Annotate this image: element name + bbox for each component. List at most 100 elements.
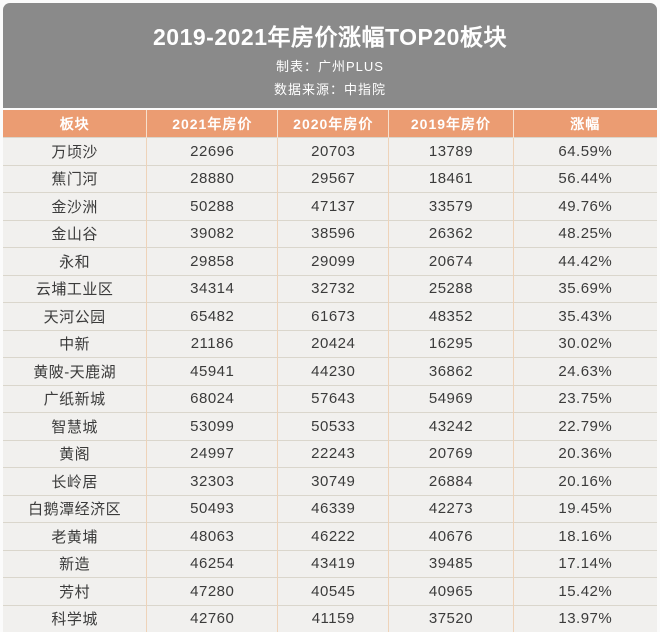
price-2019-cell: 26362 bbox=[388, 219, 514, 248]
price-2020-cell: 41159 bbox=[277, 604, 389, 632]
price-2021-cell: 45941 bbox=[146, 357, 278, 385]
gain-cell: 64.59% bbox=[512, 137, 657, 165]
gain-cell: 48.25% bbox=[512, 219, 657, 248]
infographic-page: 2019-2021年房价涨幅TOP20板块 制表：广州PLUS 数据来源：中指院… bbox=[3, 0, 657, 632]
price-2020-cell: 50533 bbox=[277, 412, 389, 440]
gain-cell: 44.42% bbox=[512, 247, 657, 275]
price-2019-cell: 13789 bbox=[388, 137, 514, 165]
price-2021-cell: 48063 bbox=[146, 522, 278, 550]
column-header-2019-price: 2019年房价 bbox=[388, 110, 514, 138]
gain-cell: 56.44% bbox=[512, 164, 657, 193]
credit-line: 制表：广州PLUS bbox=[276, 59, 384, 74]
price-2021-cell: 21186 bbox=[146, 329, 278, 358]
price-2020-cell: 32732 bbox=[277, 274, 389, 303]
gain-cell: 49.76% bbox=[512, 192, 657, 220]
price-table: 板块 2021年房价 2020年房价 2019年房价 涨幅 万顷沙 22696 20703 1… bbox=[3, 110, 657, 632]
price-2021-cell: 65482 bbox=[146, 302, 278, 330]
gain-cell: 23.75% bbox=[512, 384, 657, 413]
price-2021-cell: 32303 bbox=[146, 467, 278, 495]
price-2021-cell: 50493 bbox=[146, 494, 278, 523]
price-2020-cell: 29099 bbox=[277, 247, 389, 275]
price-2020-cell: 46339 bbox=[277, 494, 389, 523]
price-2021-cell: 53099 bbox=[146, 412, 278, 440]
price-2020-cell: 22243 bbox=[277, 439, 389, 468]
gain-cell: 19.45% bbox=[512, 494, 657, 523]
price-2019-cell: 20674 bbox=[388, 247, 514, 275]
price-2019-cell: 43242 bbox=[388, 412, 514, 440]
plate-cell: 长岭居 bbox=[3, 467, 147, 495]
table-row: 金山谷 39082 38596 26362 48.25% bbox=[3, 219, 657, 248]
table-row: 天河公园 65482 61673 48352 35.43% bbox=[3, 302, 657, 330]
price-2019-cell: 54969 bbox=[388, 384, 514, 413]
plate-cell: 蕉门河 bbox=[3, 164, 147, 193]
price-2021-cell: 39082 bbox=[146, 219, 278, 248]
price-2021-cell: 24997 bbox=[146, 439, 278, 468]
plate-cell: 老黄埔 bbox=[3, 522, 147, 550]
price-2020-cell: 43419 bbox=[277, 549, 389, 578]
page-title: 2019-2021年房价涨幅TOP20板块 bbox=[153, 24, 507, 50]
table-row: 永和 29858 29099 20674 44.42% bbox=[3, 247, 657, 275]
gain-cell: 35.69% bbox=[512, 274, 657, 303]
price-2020-cell: 44230 bbox=[277, 357, 389, 385]
table-body: 万顷沙 22696 20703 13789 64.59% 蕉门河 28880 29567 184… bbox=[3, 137, 657, 632]
plate-cell: 广纸新城 bbox=[3, 384, 147, 413]
gain-cell: 13.97% bbox=[512, 604, 657, 632]
table-row: 长岭居 32303 30749 26884 20.16% bbox=[3, 467, 657, 495]
table-row: 云埔工业区 34314 32732 25288 35.69% bbox=[3, 274, 657, 303]
price-2020-cell: 38596 bbox=[277, 219, 389, 248]
column-header-2021-price: 2021年房价 bbox=[146, 110, 278, 138]
price-2021-cell: 29858 bbox=[146, 247, 278, 275]
price-2020-cell: 20424 bbox=[277, 329, 389, 358]
header-panel: 2019-2021年房价涨幅TOP20板块 制表：广州PLUS 数据来源：中指院 bbox=[3, 3, 657, 108]
price-2021-cell: 42760 bbox=[146, 604, 278, 632]
plate-cell: 智慧城 bbox=[3, 412, 147, 440]
table-row: 金沙洲 50288 47137 33579 49.76% bbox=[3, 192, 657, 220]
table-row: 智慧城 53099 50533 43242 22.79% bbox=[3, 412, 657, 440]
table-row: 芳村 47280 40545 40965 15.42% bbox=[3, 577, 657, 605]
table-row: 白鹅潭经济区 50493 46339 42273 19.45% bbox=[3, 494, 657, 523]
price-2020-cell: 47137 bbox=[277, 192, 389, 220]
price-2020-cell: 57643 bbox=[277, 384, 389, 413]
table-row: 老黄埔 48063 46222 40676 18.16% bbox=[3, 522, 657, 550]
plate-cell: 黄阁 bbox=[3, 439, 147, 468]
price-2019-cell: 40676 bbox=[388, 522, 514, 550]
price-2020-cell: 40545 bbox=[277, 577, 389, 605]
plate-cell: 永和 bbox=[3, 247, 147, 275]
price-2021-cell: 47280 bbox=[146, 577, 278, 605]
table-header-row: 板块 2021年房价 2020年房价 2019年房价 涨幅 bbox=[3, 110, 657, 138]
price-2019-cell: 36862 bbox=[388, 357, 514, 385]
column-header-gain: 涨幅 bbox=[512, 110, 657, 138]
price-2020-cell: 20703 bbox=[277, 137, 389, 165]
price-2021-cell: 28880 bbox=[146, 164, 278, 193]
gain-cell: 24.63% bbox=[512, 357, 657, 385]
plate-cell: 新造 bbox=[3, 549, 147, 578]
gain-cell: 15.42% bbox=[512, 577, 657, 605]
gain-cell: 22.79% bbox=[512, 412, 657, 440]
price-2021-cell: 34314 bbox=[146, 274, 278, 303]
plate-cell: 白鹅潭经济区 bbox=[3, 494, 147, 523]
price-2019-cell: 33579 bbox=[388, 192, 514, 220]
data-source-line: 数据来源：中指院 bbox=[273, 82, 386, 97]
gain-cell: 20.16% bbox=[512, 467, 657, 495]
price-2019-cell: 37520 bbox=[388, 604, 514, 632]
plate-cell: 中新 bbox=[3, 329, 147, 358]
plate-cell: 云埔工业区 bbox=[3, 274, 147, 303]
price-2019-cell: 16295 bbox=[388, 329, 514, 358]
price-2021-cell: 50288 bbox=[146, 192, 278, 220]
table-row: 黄陂-天鹿湖 45941 44230 36862 24.63% bbox=[3, 357, 657, 385]
price-2019-cell: 25288 bbox=[388, 274, 514, 303]
price-2021-cell: 22696 bbox=[146, 137, 278, 165]
price-2019-cell: 42273 bbox=[388, 494, 514, 523]
price-2021-cell: 46254 bbox=[146, 549, 278, 578]
gain-cell: 17.14% bbox=[512, 549, 657, 578]
table-row: 黄阁 24997 22243 20769 20.36% bbox=[3, 439, 657, 468]
plate-cell: 芳村 bbox=[3, 577, 147, 605]
price-2020-cell: 61673 bbox=[277, 302, 389, 330]
plate-cell: 天河公园 bbox=[3, 302, 147, 330]
price-2020-cell: 46222 bbox=[277, 522, 389, 550]
table-row: 广纸新城 68024 57643 54969 23.75% bbox=[3, 384, 657, 413]
price-2019-cell: 40965 bbox=[388, 577, 514, 605]
column-header-2020-price: 2020年房价 bbox=[277, 110, 389, 138]
price-2021-cell: 68024 bbox=[146, 384, 278, 413]
plate-cell: 黄陂-天鹿湖 bbox=[3, 357, 147, 385]
